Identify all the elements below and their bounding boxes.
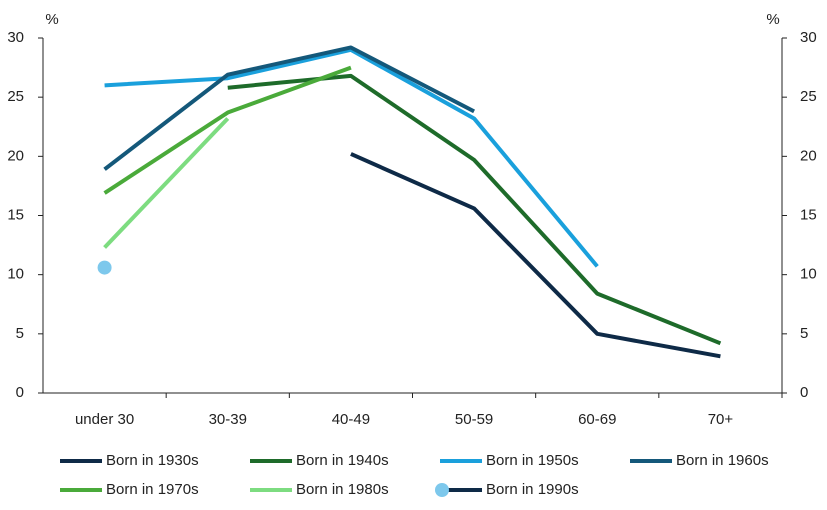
y2-tick-label: 25 [800, 88, 817, 105]
legend-label: Born in 1940s [296, 452, 389, 469]
x-tick-label: under 30 [75, 411, 134, 428]
y2-tick-label: 0 [800, 384, 808, 401]
y-tick-label: 5 [16, 325, 24, 342]
legend-label: Born in 1960s [676, 452, 769, 469]
y-tick-label: 0 [16, 384, 24, 401]
legend-label: Born in 1930s [106, 452, 199, 469]
y-tick-label: 15 [7, 206, 24, 223]
point [97, 260, 112, 275]
y2-tick-label: 20 [800, 147, 817, 164]
series-line [350, 152, 721, 359]
y2-tick-label: 5 [800, 325, 808, 342]
y-tick-label: 25 [7, 88, 24, 105]
x-tick-label: 40-49 [332, 411, 370, 428]
x-tick-label: 70+ [708, 411, 734, 428]
legend-label: Born in 1980s [296, 481, 389, 498]
legend-label: Born in 1990s [486, 481, 579, 498]
series-line [227, 73, 722, 346]
y2-axis-label: % [766, 11, 779, 28]
legend-marker [435, 483, 449, 497]
legend-label: Born in 1950s [486, 452, 579, 469]
legend-label: Born in 1970s [106, 481, 199, 498]
series-line [104, 47, 599, 268]
x-tick-label: 60-69 [578, 411, 616, 428]
series-line [103, 117, 230, 249]
y2-tick-label: 10 [800, 266, 817, 283]
y-axis-label: % [45, 11, 58, 28]
y-tick-label: 20 [7, 147, 24, 164]
y2-tick-label: 15 [800, 206, 817, 223]
y-tick-label: 30 [7, 29, 24, 46]
x-tick-label: 30-39 [209, 411, 247, 428]
series-line [103, 45, 476, 171]
x-tick-label: 50-59 [455, 411, 493, 428]
y-tick-label: 10 [7, 266, 24, 283]
y2-tick-label: 30 [800, 29, 817, 46]
series-line [103, 65, 352, 195]
